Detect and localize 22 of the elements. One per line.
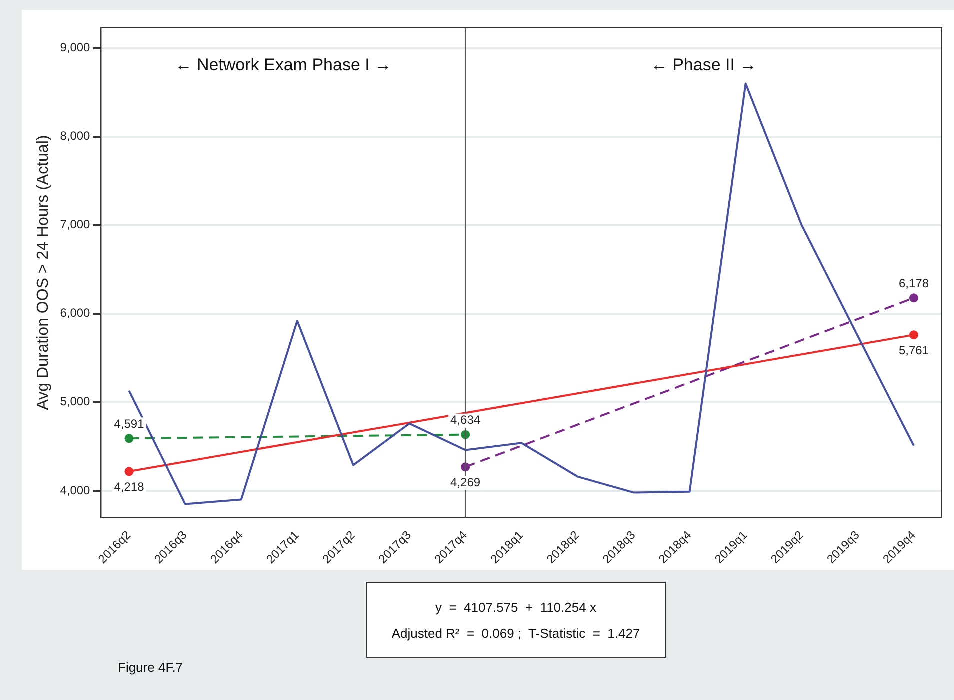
- point: [124, 467, 134, 476]
- y-tick-label: 6,000: [60, 306, 91, 320]
- y-tick-label: 9,000: [60, 40, 91, 55]
- data-label: 5,761: [898, 343, 930, 358]
- point: [909, 330, 918, 340]
- caption: Figure 4F.7: [118, 660, 184, 675]
- data-label: 6,178: [898, 276, 930, 290]
- point: [909, 294, 918, 303]
- data-label: 4,634: [450, 413, 481, 428]
- data-label: 4,591: [114, 416, 145, 431]
- y-axis-title: Avg Duration OOS > 24 Hours (Actual): [35, 135, 52, 410]
- y-tick-label: 7,000: [60, 218, 91, 232]
- data-label: 4,218: [114, 480, 145, 494]
- y-tick-label: 8,000: [60, 129, 91, 144]
- text: Adjusted R² = 0.069 ; T-Statistic = 1.427: [390, 625, 642, 643]
- y-tick-label: 5,000: [60, 394, 91, 409]
- point: [124, 434, 134, 444]
- text: y = 4107.575 + 110.254 x: [434, 599, 598, 617]
- data-label: 4,269: [450, 475, 481, 490]
- annotation: ← Phase II →: [650, 56, 757, 75]
- y-tick-label: 4,000: [60, 483, 91, 498]
- annotation: ← Network Exam Phase I →: [175, 56, 392, 75]
